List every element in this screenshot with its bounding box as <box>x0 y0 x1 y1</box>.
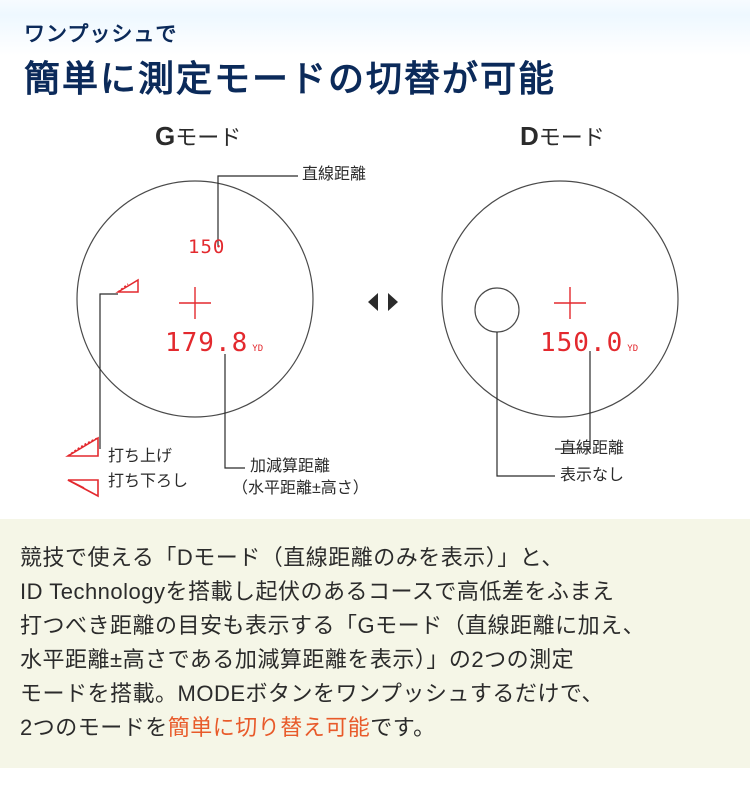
desc-t5a: モードを搭載。 <box>20 681 178 706</box>
label-uphill: 打ち上げ <box>108 447 172 468</box>
desc-t4: 水平距離±高さである加減算距離を表示）」の2つの測定 <box>20 647 574 672</box>
description-block: 競技で使える「Dモード（直線距離のみを表示）」と、 ID Technologyを… <box>0 519 750 768</box>
desc-t1: 競技で使える「Dモード（直線距離のみを表示）」と、 <box>20 545 564 570</box>
g-upper-reading: 150 <box>188 236 225 258</box>
header-line2: 簡単に測定モードの切替が可能 <box>24 50 726 102</box>
label-adjusted: 加減算距離 <box>250 457 330 478</box>
desc-t5b: MODEボタンをワンプッシュするだけで、 <box>178 681 604 706</box>
label-straight-d: 直線距離 <box>560 439 624 460</box>
header: ワンプッシュで 簡単に測定モードの切替が可能 <box>0 0 750 124</box>
desc-t2: ID Technologyを搭載し起伏のあるコースで高低差をふまえ <box>20 579 614 604</box>
label-straight-g: 直線距離 <box>302 165 366 186</box>
desc-t6b: です。 <box>370 715 435 740</box>
header-line1: ワンプッシュで <box>24 18 726 48</box>
desc-t6-highlight: 簡単に切り替え可能 <box>168 715 371 740</box>
desc-t3: 打つべき距離の目安も表示する「Gモード（直線距離に加え、 <box>20 613 645 638</box>
label-no-display: 表示なし <box>560 466 624 487</box>
g-lower-reading: 179.8YD <box>165 328 263 358</box>
label-adjusted-sub: （水平距離±高さ） <box>232 479 369 500</box>
label-downhill: 打ち下ろし <box>108 472 188 493</box>
d-reading: 150.0YD <box>540 328 638 358</box>
desc-t6a: 2つのモードを <box>20 715 168 740</box>
diagram-area: Gモード Dモード <box>0 124 750 519</box>
